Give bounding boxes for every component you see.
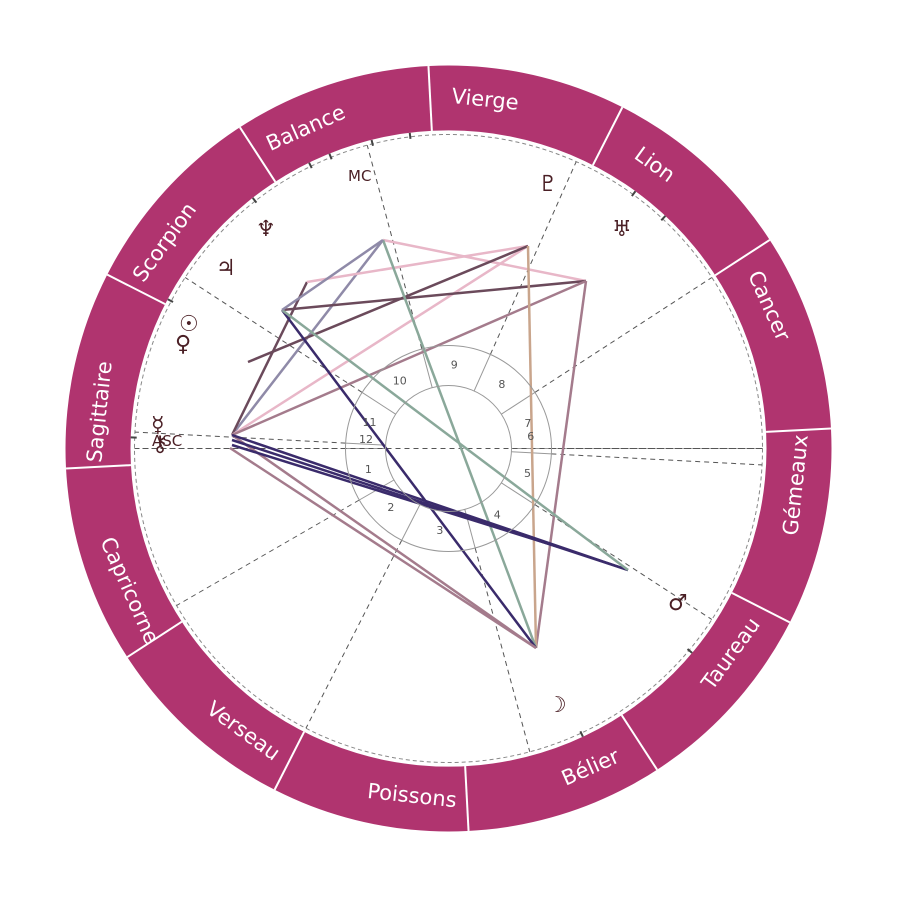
sign-divider xyxy=(273,731,306,791)
aspect-line xyxy=(281,309,629,571)
house-number-12: 12 xyxy=(359,433,373,446)
house-cusp-line xyxy=(366,145,423,350)
aspect-line xyxy=(247,244,529,364)
aspect-line xyxy=(231,279,587,437)
venus-icon: ♀ xyxy=(175,332,191,357)
aspect-line xyxy=(231,433,537,650)
planet-tick xyxy=(631,190,637,197)
mercury-icon: ☿ xyxy=(151,413,165,438)
house-cusp-line xyxy=(474,547,531,752)
house-cusp-line xyxy=(489,161,577,355)
planet-tick xyxy=(579,730,584,738)
house-cusp-line xyxy=(305,540,403,729)
aspect-line xyxy=(231,438,629,572)
planet-tick xyxy=(328,153,333,160)
planet-tick xyxy=(686,648,693,654)
aspect-line xyxy=(281,309,537,649)
aspect-line xyxy=(231,244,529,437)
house-number-10: 10 xyxy=(393,374,407,387)
house-cusp-line xyxy=(551,453,763,466)
house-number-11: 11 xyxy=(363,416,377,429)
pluto-icon: ♇ xyxy=(538,172,558,197)
house-cusp-line xyxy=(134,431,346,444)
aspect-line xyxy=(534,280,588,649)
house-divider xyxy=(421,348,433,388)
sign-divider xyxy=(106,273,166,306)
aspect-line xyxy=(306,244,529,284)
house-divider xyxy=(501,482,536,506)
aspect-line xyxy=(526,245,538,649)
planet-tick xyxy=(660,215,667,221)
house-number-4: 4 xyxy=(494,509,501,522)
mc-label: MC xyxy=(348,167,371,185)
sign-divider xyxy=(427,65,433,131)
aspect-line xyxy=(382,238,587,283)
sign-divider xyxy=(464,766,470,832)
house-divider xyxy=(501,391,536,415)
sign-divider xyxy=(65,464,131,470)
house-number-8: 8 xyxy=(498,378,505,391)
moon-icon: ☽ xyxy=(547,693,567,718)
uranus-icon: ♅ xyxy=(612,217,632,242)
aspect-line xyxy=(230,281,309,436)
house-number-ring xyxy=(345,345,552,552)
sign-divider xyxy=(591,106,624,166)
sign-divider xyxy=(239,126,277,183)
planet-glyphs: ♇ ♅ ♆ ♃ ☉ ♀ ☿ ⚷ ♂ ☽ xyxy=(151,172,688,718)
house-number-2: 2 xyxy=(387,501,394,514)
house-cusps xyxy=(130,132,763,752)
house-divider xyxy=(345,442,386,446)
house-cusp-line xyxy=(534,277,713,393)
house-divider xyxy=(401,504,421,541)
aspect-line xyxy=(229,446,537,650)
house-cusp-line xyxy=(184,277,363,393)
house-number-6: 6 xyxy=(527,430,534,443)
planet-tick xyxy=(251,197,258,204)
sign-divider xyxy=(714,239,771,277)
house-cusp-line xyxy=(176,499,360,606)
planet-tick xyxy=(408,132,412,139)
house-number-3: 3 xyxy=(436,524,443,537)
aspect-line xyxy=(281,279,587,312)
house-number-9: 9 xyxy=(451,359,458,372)
planet-tick xyxy=(308,162,313,169)
house-divider xyxy=(361,391,396,415)
jupiter-icon: ♃ xyxy=(216,256,236,281)
aspect-lines xyxy=(229,238,629,650)
aspect-line xyxy=(231,443,563,550)
chiron-icon: ⚷ xyxy=(152,432,168,457)
mars-icon: ♂ xyxy=(668,591,688,616)
sign-divider xyxy=(731,591,791,624)
sign-divider xyxy=(620,714,658,771)
house-number-1: 1 xyxy=(365,463,372,476)
planet-tick xyxy=(167,298,174,303)
house-numbers: 1 2 3 4 5 6 7 8 9 10 11 12 xyxy=(359,359,534,537)
asc-label: ASC xyxy=(152,432,182,450)
house-number-7: 7 xyxy=(524,417,531,430)
house-number-5: 5 xyxy=(524,467,531,480)
sign-divider xyxy=(126,620,183,658)
sign-divider xyxy=(766,427,832,433)
house-cusp-line xyxy=(534,504,713,620)
house-divider xyxy=(473,354,491,392)
sun-icon: ☉ xyxy=(179,312,199,337)
planet-tick xyxy=(370,139,374,147)
aspect-line xyxy=(281,238,384,312)
neptune-icon: ♆ xyxy=(256,217,276,242)
